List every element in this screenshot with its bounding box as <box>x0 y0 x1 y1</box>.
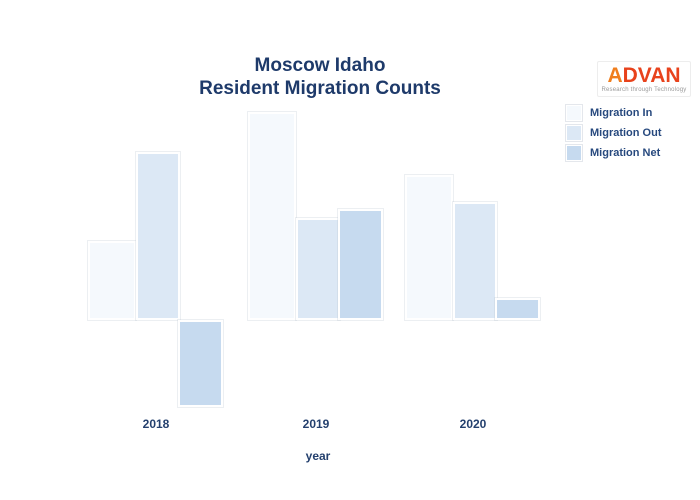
bar-migration-in-2018 <box>88 241 136 320</box>
x-axis-title: year <box>305 449 331 463</box>
bar-migration-net-2018 <box>178 320 223 407</box>
legend-swatch-migration-in-icon <box>566 105 582 121</box>
chart-title-line1: Moscow Idaho <box>254 55 386 76</box>
advan-logo-tagline: Research through Technology <box>601 86 687 93</box>
bar-migration-out-2018 <box>136 152 180 320</box>
legend-label-migration-net: Migration Net <box>590 147 661 159</box>
x-tick-2018: 2018 <box>142 417 170 431</box>
chart-title: Moscow Idaho Resident Migration Counts <box>0 54 640 100</box>
chart-title-line2: Resident Migration Counts <box>199 78 441 99</box>
advan-logo: ADVAN Research through Technology <box>597 61 691 97</box>
legend-label-migration-out: Migration Out <box>590 127 662 139</box>
bar-migration-out-2019 <box>296 218 340 320</box>
legend-swatch-migration-net-icon <box>566 145 582 161</box>
legend-label-migration-in: Migration In <box>590 107 653 119</box>
legend: Migration In Migration Out Migration Net <box>566 103 662 163</box>
bar-migration-net-2019 <box>338 209 383 320</box>
legend-item-migration-net: Migration Net <box>566 143 662 163</box>
legend-swatch-migration-out-icon <box>566 125 582 141</box>
bar-migration-in-2019 <box>248 112 296 320</box>
bar-migration-net-2020 <box>495 298 540 320</box>
bar-migration-out-2020 <box>453 202 497 320</box>
legend-item-migration-out: Migration Out <box>566 123 662 143</box>
x-tick-2020: 2020 <box>459 417 487 431</box>
advan-logo-wordmark: ADVAN <box>607 63 681 87</box>
legend-item-migration-in: Migration In <box>566 103 662 123</box>
bar-migration-in-2020 <box>405 175 453 320</box>
x-tick-2019: 2019 <box>302 417 330 431</box>
